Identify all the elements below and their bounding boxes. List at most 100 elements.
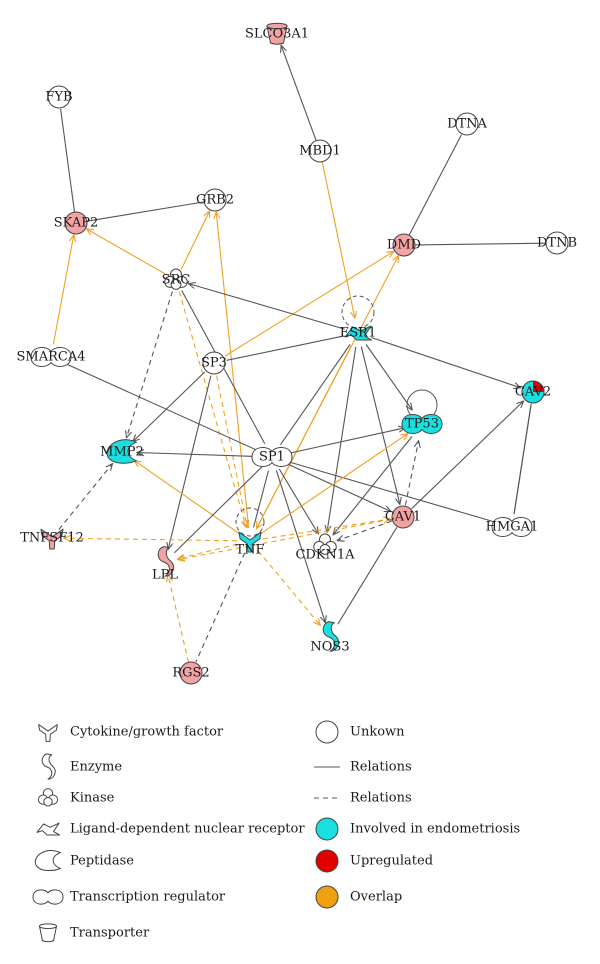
edge-sp3-dmd: [224, 251, 394, 357]
edge-sp3-lpl: [168, 375, 212, 550]
legend-label: Upregulated: [350, 854, 433, 869]
legend: Cytokine/growth factor Enzyme Kinase Ligand…: [32, 720, 520, 943]
node-label-cdkn1a: CDKN1A: [295, 548, 355, 563]
node-label-fyb: FYB: [45, 90, 72, 105]
legend-item-circle: Unkown: [315, 720, 405, 744]
edge-mbd1-esr1: [321, 161, 355, 318]
node-mmp2[interactable]: MMP2: [100, 439, 144, 464]
node-cav1[interactable]: CAV1: [385, 505, 421, 529]
edge-sp1-nos3: [275, 470, 325, 622]
legend-label: Peptidase: [70, 854, 134, 869]
edge-dmd-dtnb: [414, 242, 546, 246]
node-smarca4[interactable]: SMARCA4: [17, 347, 86, 367]
node-tnf[interactable]: TNF: [235, 531, 265, 558]
edge-sp3-tnf: [216, 375, 248, 528]
transporter-icon: [38, 923, 58, 943]
legend-item-solid-line: Relations: [314, 760, 412, 775]
edge-tnf-cav1: [262, 519, 390, 540]
edge-dmd-dtna: [408, 134, 462, 236]
edge-esr1-tp53: [365, 344, 412, 411]
legend-label: Relations: [350, 760, 412, 775]
legend-item-orange-dot: Overlap: [315, 885, 402, 909]
node-label-lpl: LPL: [152, 568, 178, 583]
node-label-tnf: TNF: [235, 543, 264, 558]
legend-label: Unkown: [350, 725, 405, 740]
edge-src-tnf: [178, 291, 246, 528]
node-cdkn1a[interactable]: CDKN1A: [295, 533, 355, 563]
edge-sp1-cav1: [284, 462, 392, 512]
node-lpl[interactable]: LPL: [152, 546, 178, 583]
edge-skap2-fyb: [60, 108, 76, 213]
edge-tnf-tp53: [260, 434, 408, 535]
edge-esr1-cav2: [371, 336, 520, 388]
edge-esr1-src: [189, 284, 345, 330]
node-label-hmga1: HMGA1: [486, 520, 539, 535]
node-grb2[interactable]: GRB2: [196, 188, 234, 212]
orange-dot-icon: [315, 885, 339, 909]
node-esr1[interactable]: ESR1: [340, 325, 376, 341]
node-dtna[interactable]: DTNA: [447, 112, 488, 136]
legend-label: Ligand-dependent nuclear receptor: [70, 822, 305, 837]
edge-sp3-mmp2: [133, 371, 206, 442]
nodes-layer: SLCO3A1 FYB MBD1 DTNA GRB2 SKAP2 DMD DTNB SRC ESR…: [17, 22, 577, 685]
legend-item-nuclear-receptor: Ligand-dependent nuclear receptor: [36, 822, 305, 837]
node-label-dmd: DMD: [387, 238, 421, 253]
legend-label: Kinase: [70, 791, 115, 806]
node-label-mbd1: MBD1: [299, 144, 341, 159]
edge-tnf-nos3: [257, 550, 320, 626]
red-dot-icon: [315, 849, 339, 873]
legend-item-transcription-regulator: Transcription regulator: [32, 889, 226, 905]
node-fyb[interactable]: FYB: [45, 85, 73, 109]
node-label-sp3: SP3: [201, 356, 227, 371]
edge-tnfsf12-mmp2: [58, 464, 113, 530]
node-mbd1[interactable]: MBD1: [299, 139, 341, 163]
node-label-tnfsf12: TNFSF12: [20, 531, 84, 546]
legend-item-enzyme: Enzyme: [41, 753, 122, 780]
edge-sp1-lpl: [173, 466, 263, 554]
legend-label: Involved in endometriosis: [350, 822, 520, 837]
node-tnfsf12[interactable]: TNFSF12: [20, 528, 84, 550]
node-label-dtnb: DTNB: [537, 236, 577, 251]
peptidase-icon: [34, 850, 62, 872]
edge-sp3-esr1: [226, 335, 344, 361]
node-label-rgs2: RGS2: [172, 666, 209, 681]
node-sp1[interactable]: SP1: [251, 447, 293, 467]
edge-tnf-mmp2: [134, 461, 240, 535]
legend-label: Overlap: [350, 890, 402, 905]
node-cav2[interactable]: CAV2: [515, 380, 551, 404]
edge-cav1-tp53: [404, 441, 418, 506]
edge-tnf-tnfsf12: [64, 538, 238, 541]
edge-cav1-nos3: [337, 527, 398, 625]
node-hmga1[interactable]: HMGA1: [486, 517, 539, 537]
node-sp3[interactable]: SP3: [201, 351, 227, 375]
node-skap2[interactable]: SKAP2: [54, 211, 99, 235]
legend-item-cyan-dot: Involved in endometriosis: [315, 817, 520, 841]
edge-esr1-cdkn1a: [327, 346, 357, 532]
edge-sp1-tnf: [252, 470, 270, 528]
cyan-dot-icon: [315, 817, 339, 841]
edge-tnf-lpl: [178, 543, 238, 559]
edge-rgs2-lpl: [168, 575, 190, 663]
node-label-esr1: ESR1: [340, 326, 376, 341]
node-label-grb2: GRB2: [196, 193, 234, 208]
edge-tnf-rgs2: [195, 552, 246, 663]
node-dtnb[interactable]: DTNB: [537, 231, 577, 255]
node-nos3[interactable]: NOS3: [310, 621, 350, 655]
edge-cav1-lpl: [178, 518, 392, 559]
node-label-mmp2: MMP2: [100, 445, 144, 460]
node-tp53[interactable]: TP53: [401, 414, 443, 434]
legend-item-transporter: Transporter: [38, 923, 150, 943]
node-label-slco3a1: SLCO3A1: [245, 27, 309, 42]
node-rgs2[interactable]: RGS2: [172, 661, 210, 685]
node-label-sp1: SP1: [259, 450, 285, 465]
legend-label: Transporter: [70, 926, 150, 941]
cytokine-icon: [38, 724, 58, 742]
legend-item-dashed-line: Relations: [314, 791, 412, 806]
node-slco3a1[interactable]: SLCO3A1: [245, 22, 309, 45]
legend-item-cytokine: Cytokine/growth factor: [38, 724, 224, 742]
edge-cav1-cdkn1a: [337, 520, 392, 541]
node-src[interactable]: SRC: [162, 268, 191, 290]
legend-label: Transcription regulator: [70, 890, 226, 905]
node-dmd[interactable]: DMD: [387, 233, 421, 257]
legend-item-peptidase: Peptidase: [34, 850, 134, 872]
